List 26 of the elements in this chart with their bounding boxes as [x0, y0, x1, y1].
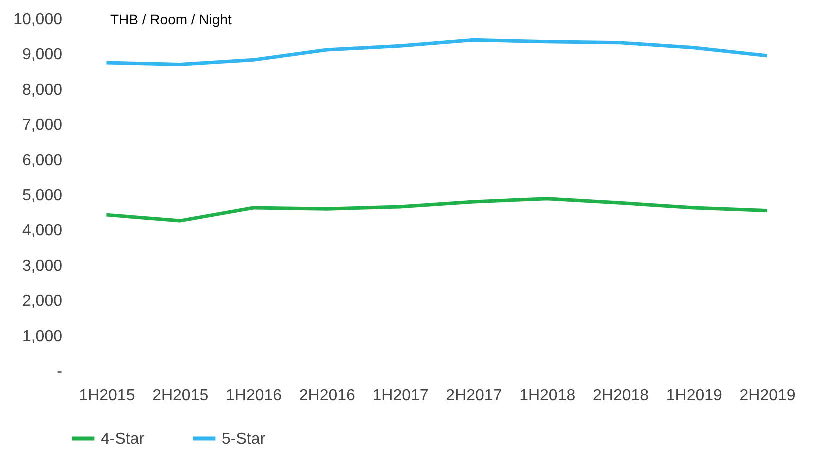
x-tick-label: 1H2019	[666, 388, 723, 404]
y-tick-label: 2,000	[22, 293, 63, 310]
x-tick-label: 2H2018	[592, 388, 650, 404]
legend-label: 4-Star	[101, 430, 146, 448]
y-tick-label: 8,000	[22, 82, 63, 99]
y-tick-label: 1,000	[22, 328, 63, 346]
y-tick-label: 4,000	[22, 222, 63, 240]
x-tick-label: 1H2016	[226, 388, 282, 404]
x-tick-label: 2H2015	[152, 388, 209, 404]
x-tick-label: 2H2019	[740, 388, 796, 404]
y-tick-label: 9,000	[22, 46, 63, 64]
x-tick-label: 1H2017	[372, 388, 429, 404]
legend-label: 5-Star	[222, 430, 266, 448]
line-series	[104, 38, 770, 67]
y-axis-title: THB / Room / Night	[110, 12, 232, 28]
line-series	[104, 197, 770, 223]
y-tick-label: -	[57, 364, 62, 380]
y-tick-label: 6,000	[22, 152, 63, 170]
y-tick-label: 10,000	[14, 12, 63, 28]
x-tick-label: 2H2017	[446, 388, 502, 404]
y-tick-label: 7,000	[22, 117, 63, 134]
x-tick-label: 1H2015	[79, 388, 136, 404]
x-tick-label: 1H2018	[520, 388, 576, 404]
x-tick-label: 2H2016	[299, 388, 356, 404]
y-tick-label: 3,000	[22, 258, 63, 275]
y-tick-label: 5,000	[22, 188, 63, 204]
